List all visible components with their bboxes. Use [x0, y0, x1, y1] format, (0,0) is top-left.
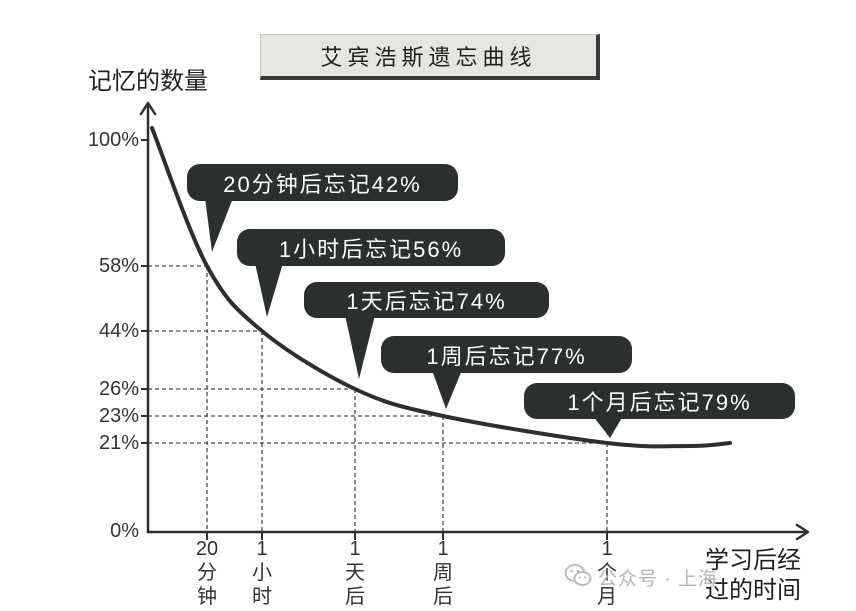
axis-ticks [141, 139, 608, 540]
y-tick-label: 23% [98, 405, 139, 427]
y-tick-label: 21% [98, 432, 139, 454]
chart-title-box: 艾宾浩斯遗忘曲线 [260, 34, 600, 80]
x-tick-label: 1天后 [345, 538, 365, 608]
x-tick-label: 1周后 [433, 538, 453, 608]
callout-label: 1天后忘记74% [304, 282, 549, 318]
callout-pointers [205, 198, 623, 438]
callout-label: 1个月后忘记79% [524, 383, 795, 419]
forgetting-curve-line [150, 126, 732, 449]
callout-pointer [345, 315, 375, 379]
callout-label: 1小时后忘记56% [237, 229, 505, 266]
callout-pointer [593, 416, 623, 438]
guide-lines [148, 265, 608, 532]
y-tick-label: 44% [98, 320, 139, 342]
watermark-text: 公众号 · 上海 [598, 568, 718, 590]
callout-pointer [255, 263, 283, 317]
chart-title: 艾宾浩斯遗忘曲线 [320, 44, 537, 70]
wechat-icon [564, 563, 592, 592]
y-axis-label: 记忆的数量 [88, 68, 208, 95]
x-tick-label: 20分钟 [195, 538, 219, 608]
callout-label: 1周后忘记77% [381, 336, 632, 373]
callout-pointer [205, 198, 233, 252]
y-axis-arrow [139, 101, 157, 116]
y-tick-label: 26% [98, 378, 139, 400]
x-axis-label: 学习后经过的时间 [705, 547, 801, 604]
callout-label: 20分钟后忘记42% [187, 164, 458, 201]
y-tick-label: 58% [98, 255, 139, 277]
y-tick-label: 0% [110, 520, 139, 542]
watermark: 公众号 · 上海 [564, 563, 718, 592]
callout-pointer [432, 370, 462, 409]
y-tick-label: 100% [87, 129, 139, 151]
x-tick-label: 1小时 [252, 538, 272, 608]
x-tick-label: 1个月 [597, 538, 617, 608]
x-axis-arrow [795, 523, 810, 541]
